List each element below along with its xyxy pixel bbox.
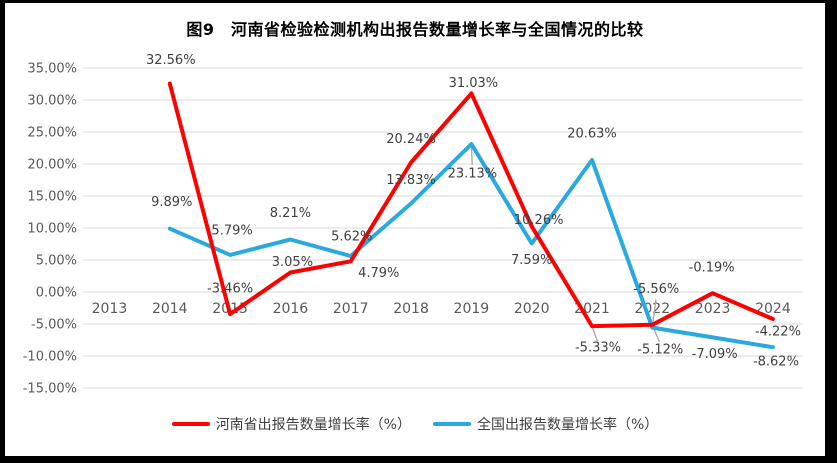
- plot-area: 35.00% 30.00% 25.00% 20.00% 15.00% 10.00% 5.00…: [23, 53, 803, 397]
- data-label-leader-line: [591, 325, 599, 342]
- data-label-national: 5.62%: [331, 230, 372, 245]
- legend: 河南省出报告数量增长率（%） 全国出报告数量增长率（%）: [5, 414, 825, 434]
- data-label-henan: -0.19%: [689, 261, 735, 276]
- y-axis-tick-label: 35.00%: [27, 62, 77, 77]
- series-line-national: [167, 142, 775, 350]
- x-axis-tick-label: 2017: [333, 301, 369, 317]
- chart-canvas: 图9 河南省检验检测机构出报告数量增长率与全国情况的比较 35.00% 30.00…: [5, 3, 825, 456]
- data-label-national: 23.13%: [448, 166, 498, 181]
- x-axis-tick-label: 2013: [92, 301, 128, 317]
- data-label-henan: 4.79%: [358, 266, 399, 281]
- x-axis-tick-label: 2024: [755, 301, 791, 317]
- data-label-national: -5.56%: [633, 282, 679, 297]
- chart-title: 图9 河南省检验检测机构出报告数量增长率与全国情况的比较: [186, 20, 644, 39]
- legend-line-swatch-henan: [171, 422, 210, 426]
- legend-item-national: 全国出报告数量增长率（%）: [433, 414, 658, 434]
- series-line-henan: [167, 81, 775, 329]
- y-axis-tick-label: 20.00%: [27, 158, 77, 173]
- y-axis-tick-label: -10.00%: [23, 350, 77, 365]
- data-label-henan: -5.33%: [575, 341, 621, 356]
- data-label-henan: 20.24%: [386, 132, 436, 147]
- legend-line-swatch-national: [433, 422, 471, 426]
- data-label-national: 5.79%: [211, 223, 252, 238]
- data-label-national: -7.09%: [692, 347, 738, 362]
- y-axis-tick-label: 30.00%: [27, 94, 77, 109]
- x-axis-tick-label: 2023: [695, 301, 731, 317]
- y-axis-tick-label: -15.00%: [23, 382, 77, 397]
- x-axis-tick-label: 2020: [514, 301, 550, 317]
- data-label-henan: -5.12%: [637, 342, 683, 357]
- data-label-henan: -4.22%: [755, 325, 801, 340]
- y-axis-tick-label: -5.00%: [31, 318, 77, 333]
- legend-item-henan: 河南省出报告数量增长率（%）: [171, 414, 411, 434]
- x-axis-tick-label: 2016: [273, 301, 309, 317]
- data-label-henan: 32.56%: [146, 53, 196, 68]
- data-label-national: -8.62%: [753, 355, 799, 370]
- y-axis-tick-label: 15.00%: [27, 190, 77, 205]
- data-label-national: 8.21%: [270, 206, 311, 221]
- x-axis-tick-label: 2022: [634, 301, 670, 317]
- y-axis-tick-label: 0.00%: [36, 286, 77, 301]
- data-label-national: 13.83%: [386, 173, 436, 188]
- legend-label-henan: 河南省出报告数量增长率（%）: [215, 417, 411, 433]
- data-label-national: 9.89%: [151, 195, 192, 210]
- y-axis-tick-label: 25.00%: [27, 126, 77, 141]
- data-label-national: 20.63%: [567, 126, 617, 141]
- data-label-henan: -3.46%: [207, 282, 253, 297]
- x-axis-tick-label: 2019: [454, 301, 490, 317]
- x-axis-tick-label: 2014: [152, 301, 188, 317]
- y-axis-tick-label: 10.00%: [27, 222, 77, 237]
- legend-label-national: 全国出报告数量增长率（%）: [477, 417, 659, 433]
- data-label-henan: 3.05%: [272, 255, 313, 270]
- data-label-henan: 10.26%: [514, 213, 564, 228]
- y-axis-tick-label: 5.00%: [36, 254, 77, 269]
- data-label-national: 7.59%: [511, 253, 552, 268]
- data-label-henan: 31.03%: [449, 76, 499, 91]
- x-axis-tick-label: 2018: [393, 301, 429, 317]
